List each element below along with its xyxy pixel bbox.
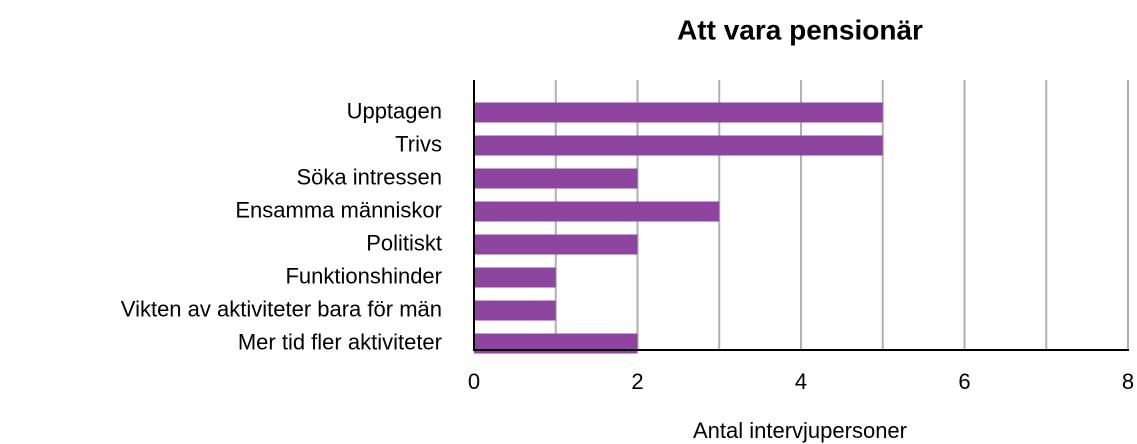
bar <box>474 168 638 189</box>
x-tick-label: 2 <box>631 369 643 394</box>
x-tick-label: 8 <box>1122 369 1134 394</box>
y-tick-label: Söka intressen <box>296 164 442 189</box>
bar <box>474 201 720 222</box>
y-tick-label: Politiskt <box>366 230 442 255</box>
x-tick-label: 6 <box>958 369 970 394</box>
y-tick-label: Mer tid fler aktiviteter <box>238 329 442 354</box>
y-tick-label: Ensamma människor <box>235 197 442 222</box>
chart-title: Att vara pensionär <box>677 14 923 45</box>
y-tick-label: Upptagen <box>347 98 442 123</box>
bar <box>474 135 883 156</box>
bar <box>474 102 883 123</box>
bar <box>474 333 638 354</box>
bar <box>474 267 556 288</box>
bar <box>474 234 638 255</box>
x-tick-label: 0 <box>468 369 480 394</box>
y-tick-label: Vikten av aktiviteter bara för män <box>121 296 442 321</box>
y-tick-label: Funktionshinder <box>285 263 442 288</box>
x-axis-label: Antal intervjupersoner <box>693 418 907 443</box>
x-tick-label: 4 <box>795 369 807 394</box>
y-tick-label: Trivs <box>395 131 442 156</box>
bar <box>474 300 556 321</box>
